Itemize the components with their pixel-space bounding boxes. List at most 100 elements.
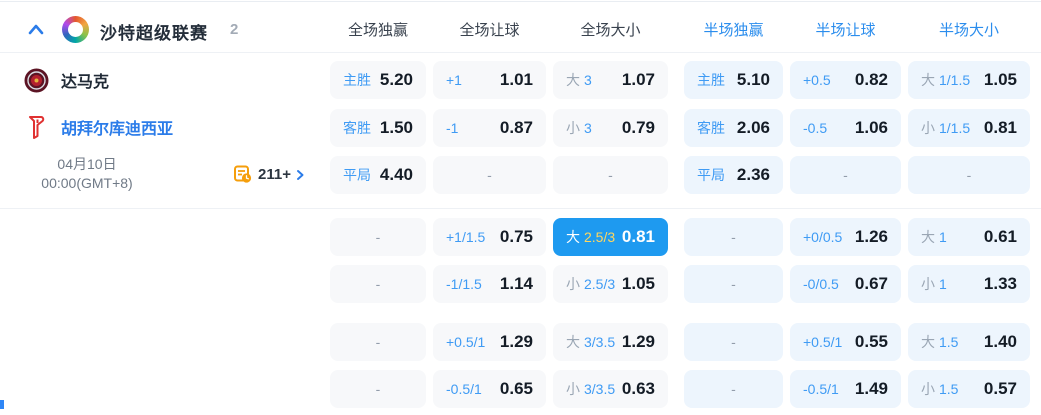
- odds-cell[interactable]: 主胜 5.10: [684, 61, 783, 99]
- odds-selection-label: -1: [446, 120, 459, 136]
- odds-cell[interactable]: +0/0.5 1.26: [790, 218, 901, 256]
- odds-cell[interactable]: -: [330, 265, 426, 303]
- away-team-logo: [29, 115, 45, 139]
- away-team-name: 胡拜尔库迪西亚: [61, 121, 174, 138]
- odds-selection-label: 客胜: [343, 120, 371, 136]
- odds-cell[interactable]: -0.5/1 0.65: [433, 370, 546, 408]
- match-time-zone: 00:00(GMT+8): [41, 175, 133, 191]
- column-header-full-handicap: 全场让球: [459, 22, 520, 39]
- odds-selection-label: +0.5/1: [446, 334, 486, 350]
- odds-selection-label: +0.5: [803, 72, 831, 88]
- odds-value: 1.50: [379, 118, 413, 137]
- column-header-half-handicap: 半场让球: [815, 22, 876, 39]
- more-markets-link[interactable]: 211+: [234, 165, 307, 184]
- odds-cell[interactable]: -0.5 1.06: [790, 109, 901, 147]
- odds-value: 1.05: [621, 274, 655, 293]
- odds-cell[interactable]: -: [684, 370, 783, 408]
- odds-cell[interactable]: 客胜 2.06: [684, 109, 783, 147]
- odds-cell[interactable]: +0.5/1 0.55: [790, 323, 901, 361]
- odds-cell[interactable]: 小 2.5/3 1.05: [553, 265, 668, 303]
- odds-cell[interactable]: -: [790, 156, 901, 194]
- odds-selection-label: 大 3/3.5: [566, 334, 616, 350]
- odds-cell[interactable]: -1/1.5 1.14: [433, 265, 546, 303]
- match-datetime: 04月10日 00:00(GMT+8): [16, 155, 158, 193]
- odds-selection-label: 小 3/3.5: [566, 381, 616, 397]
- odds-cell[interactable]: 客胜 1.50: [330, 109, 426, 147]
- empty-odds-dash: -: [731, 276, 736, 292]
- odds-cell[interactable]: -: [553, 156, 668, 194]
- odds-cell[interactable]: +1/1.5 0.75: [433, 218, 546, 256]
- odds-value: 1.06: [854, 118, 888, 137]
- odds-cell[interactable]: -0.5/1 1.49: [790, 370, 901, 408]
- odds-value: 1.14: [499, 274, 533, 293]
- home-team-row[interactable]: 达马克: [24, 61, 324, 99]
- odds-cell[interactable]: -1 0.87: [433, 109, 546, 147]
- odds-cell[interactable]: 平局 2.36: [684, 156, 783, 194]
- odds-cell[interactable]: -: [684, 218, 783, 256]
- collapse-chevron-up-icon[interactable]: [24, 18, 48, 42]
- odds-value: 0.67: [854, 274, 888, 293]
- league-logo: [62, 16, 89, 43]
- odds-value: 0.81: [621, 227, 655, 246]
- odds-cell[interactable]: -: [908, 156, 1030, 194]
- league-title: 沙特超级联赛: [100, 24, 208, 43]
- odds-cell[interactable]: 大 3 1.07: [553, 61, 668, 99]
- odds-selection-label: 主胜: [697, 72, 725, 88]
- odds-cell[interactable]: 小 3/3.5 0.63: [553, 370, 668, 408]
- column-header-half-overunder: 半场大小: [938, 22, 999, 39]
- odds-cell[interactable]: 大 3/3.5 1.29: [553, 323, 668, 361]
- odds-cell[interactable]: 平局 4.40: [330, 156, 426, 194]
- odds-value: 1.07: [621, 70, 655, 89]
- column-header-full-overunder: 全场大小: [580, 22, 641, 39]
- odds-selection-label: 大 1.5: [921, 334, 959, 350]
- odds-value: 0.55: [854, 332, 888, 351]
- empty-odds-dash: -: [731, 334, 736, 350]
- odds-cell[interactable]: 小 1/1.5 0.81: [908, 109, 1030, 147]
- odds-cell[interactable]: +1 1.01: [433, 61, 546, 99]
- away-team-row[interactable]: 胡拜尔库迪西亚: [24, 108, 324, 146]
- odds-value: 1.01: [499, 70, 533, 89]
- top-divider: [0, 1, 1041, 2]
- odds-cell[interactable]: 大 1 0.61: [908, 218, 1030, 256]
- odds-selection-label: -0/0.5: [803, 276, 839, 292]
- odds-value: 0.65: [499, 379, 533, 398]
- empty-odds-dash: -: [375, 334, 381, 350]
- odds-cell[interactable]: +0.5/1 1.29: [433, 323, 546, 361]
- odds-cell[interactable]: -0/0.5 0.67: [790, 265, 901, 303]
- odds-selection-label: 客胜: [697, 120, 725, 136]
- home-team-name: 达马克: [61, 74, 110, 91]
- odds-cell[interactable]: -: [330, 323, 426, 361]
- odds-value: 0.81: [983, 118, 1017, 137]
- odds-cell[interactable]: 大 1/1.5 1.05: [908, 61, 1030, 99]
- odds-value: 5.10: [736, 70, 770, 89]
- odds-selection-label: +0.5/1: [803, 334, 843, 350]
- odds-cell[interactable]: 主胜 5.20: [330, 61, 426, 99]
- odds-value: 0.61: [983, 227, 1017, 246]
- empty-odds-dash: -: [375, 276, 381, 292]
- odds-selection-label: 大 1/1.5: [921, 72, 971, 88]
- odds-selection-label: 大 2.5/3: [566, 229, 616, 245]
- odds-cell[interactable]: -: [684, 323, 783, 361]
- odds-cell[interactable]: 小 1 1.33: [908, 265, 1030, 303]
- odds-cell[interactable]: 小 1.5 0.57: [908, 370, 1030, 408]
- odds-cell[interactable]: +0.5 0.82: [790, 61, 901, 99]
- odds-value: 1.26: [854, 227, 888, 246]
- odds-cell[interactable]: 大 1.5 1.40: [908, 323, 1030, 361]
- match-date: 04月10日: [57, 156, 117, 172]
- odds-selection-label: 小 2.5/3: [566, 276, 616, 292]
- odds-cell[interactable]: -: [330, 370, 426, 408]
- empty-odds-dash: -: [966, 167, 972, 183]
- odds-value: 0.79: [621, 118, 655, 137]
- odds-value: 5.20: [379, 70, 413, 89]
- odds-cell[interactable]: 大 2.5/3 0.81: [553, 218, 668, 256]
- column-header-full-1x2: 全场独赢: [347, 22, 408, 39]
- odds-cell[interactable]: -: [684, 265, 783, 303]
- odds-selection-label: 主胜: [343, 72, 371, 88]
- column-header-half-1x2: 半场独赢: [703, 22, 764, 39]
- odds-cell[interactable]: -: [433, 156, 546, 194]
- odds-cell[interactable]: -: [330, 218, 426, 256]
- odds-selection-label: -0.5: [803, 120, 828, 136]
- odds-cell[interactable]: 小 3 0.79: [553, 109, 668, 147]
